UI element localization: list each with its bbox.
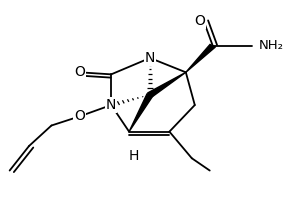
Polygon shape [129, 94, 153, 132]
Text: O: O [74, 65, 85, 79]
Text: NH₂: NH₂ [259, 39, 284, 52]
Text: N: N [145, 51, 155, 65]
Text: H: H [128, 149, 139, 163]
Polygon shape [186, 44, 215, 72]
Text: O: O [74, 109, 85, 123]
Text: O: O [194, 14, 205, 28]
Text: N: N [106, 98, 116, 112]
Polygon shape [148, 72, 186, 97]
